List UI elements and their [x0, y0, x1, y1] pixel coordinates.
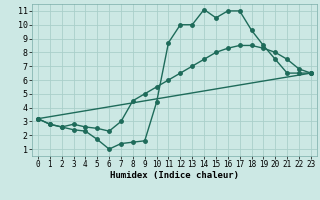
X-axis label: Humidex (Indice chaleur): Humidex (Indice chaleur) [110, 171, 239, 180]
